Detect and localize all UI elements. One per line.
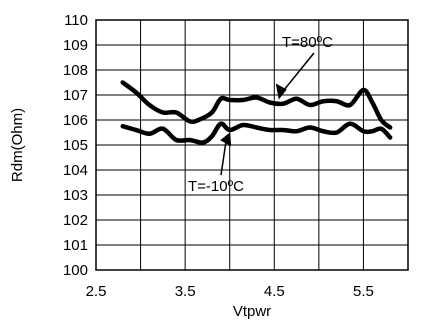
annotation-label-low: T=-10ºC [188, 178, 244, 195]
y-tick-label: 110 [64, 12, 88, 29]
y-tick-label: 108 [63, 62, 88, 79]
y-tick-label: 109 [63, 37, 88, 54]
annotations: T=80ºC T=-10ºC [188, 34, 333, 195]
y-tick-label: 107 [63, 87, 88, 104]
annotation-arrow-high [282, 52, 315, 92]
y-tick-label: 103 [63, 187, 88, 204]
annotation-arrowhead-low [220, 132, 232, 147]
series-line-0 [120, 80, 393, 130]
y-axis-label: Rdm(Ohm) [9, 108, 26, 182]
series-line-1 [120, 121, 393, 145]
y-tick-label: 101 [63, 237, 88, 254]
annotation-arrowhead-high [275, 83, 287, 100]
y-tick-label: 102 [63, 212, 88, 229]
annotation-arrow-low [220, 140, 227, 176]
y-tick-label: 106 [63, 112, 88, 129]
x-axis-label: Vtpwr [233, 303, 271, 320]
grid-lines [95, 19, 408, 271]
x-tick-label: 3.5 [175, 283, 196, 300]
y-tick-labels: 100 101 102 103 104 105 106 107 108 109 110 [63, 12, 88, 279]
y-tick-label: 104 [63, 162, 88, 179]
x-tick-label: 4.5 [264, 283, 285, 300]
x-tick-label: 2.5 [86, 283, 107, 300]
x-tick-label: 5.5 [353, 283, 374, 300]
y-tick-label: 100 [63, 262, 88, 279]
plot-frame [95, 19, 409, 271]
series-lines [120, 80, 393, 145]
annotation-label-high: T=80ºC [282, 34, 333, 51]
y-tick-label: 105 [63, 137, 88, 154]
x-tick-labels: 2.5 3.5 4.5 5.5 [86, 283, 374, 300]
